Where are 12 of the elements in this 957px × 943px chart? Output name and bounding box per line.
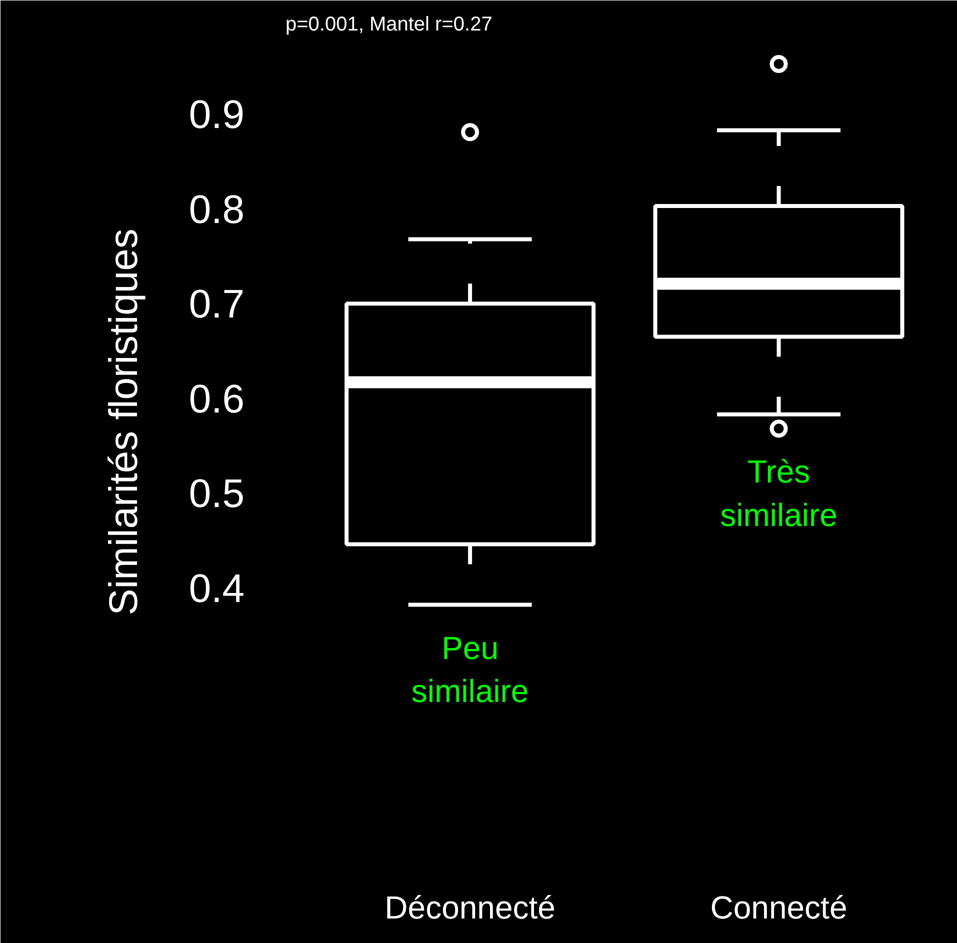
x-tick-label: Connecté (710, 890, 848, 926)
y-tick-label: 0.4 (188, 566, 245, 611)
x-tick-label: Déconnecté (384, 890, 556, 926)
y-tick-label: 0.5 (188, 472, 245, 516)
y-tick-label: 0.8 (188, 188, 245, 232)
annotation: p=0.001, Mantel r=0.27 (286, 14, 492, 36)
y-tick-label: 0.6 (188, 377, 245, 422)
y-tick-label: 0.9 (188, 93, 245, 138)
y-axis-title: Similarités floristiques (102, 228, 146, 616)
annotation: Peu similaire (411, 630, 529, 710)
annotation: Très similaire (720, 454, 838, 533)
y-tick-label: 0.7 (188, 282, 245, 327)
